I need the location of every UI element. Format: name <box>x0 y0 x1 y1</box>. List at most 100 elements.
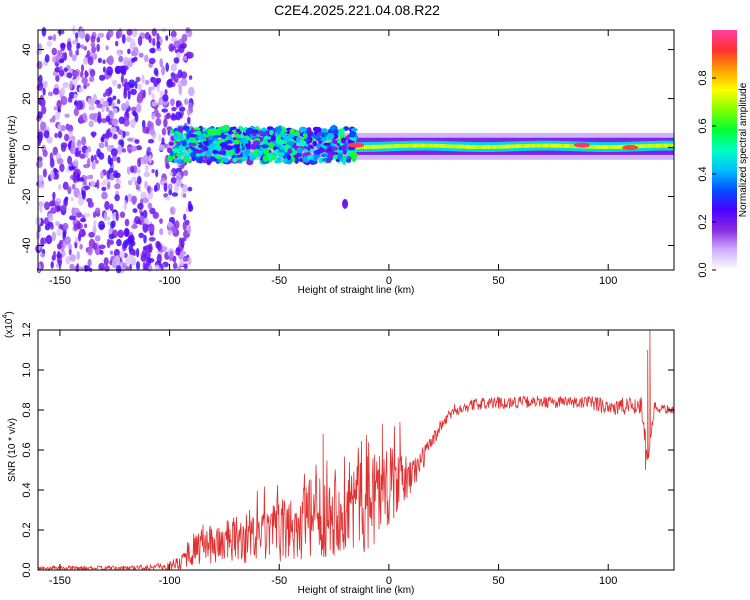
spectrogram-noise-cell <box>79 153 86 159</box>
spectrogram-noise-cell <box>147 202 153 210</box>
carrier-core-cell <box>424 143 428 148</box>
spectrogram-noise-cell <box>187 224 192 235</box>
spectrogram-noise-cell <box>151 112 156 120</box>
colorbar-tick-label: 0.4 <box>697 166 709 181</box>
spectrogram-transition-cell <box>237 154 242 158</box>
spectrogram-transition-cell <box>345 157 352 163</box>
snr-scale-label: (x104) <box>2 311 15 338</box>
x-tick-label: -100 <box>159 275 181 287</box>
spectrogram-transition-cell <box>294 130 301 138</box>
spectrogram-noise-cell <box>130 38 136 49</box>
spectrogram-noise-cell <box>182 221 187 231</box>
spectrogram-noise-cell <box>69 215 77 221</box>
spectrogram-transition-cell <box>182 150 187 158</box>
spectrogram-noise-cell <box>141 119 146 129</box>
spectrogram-noise-cell <box>51 231 57 242</box>
carrier-core-cell <box>377 144 381 149</box>
carrier-core-cell <box>540 143 544 148</box>
spectrogram-noise-cell <box>188 204 194 212</box>
spectrogram-transition-cell <box>325 159 332 163</box>
carrier-core-cell <box>561 143 565 148</box>
spectrogram-noise-cell <box>183 213 187 221</box>
carrier-core-cell <box>569 144 573 149</box>
spectrogram-noise-cell <box>74 151 80 157</box>
spectrogram-noise-cell <box>90 35 96 43</box>
spectrogram-noise-cell <box>57 130 63 139</box>
spectrogram-noise-cell <box>147 185 152 194</box>
carrier-core-cell <box>482 145 486 149</box>
spectrogram-noise-cell <box>94 235 101 242</box>
spectrogram-noise-cell <box>66 125 74 132</box>
x-tick-label: 0 <box>386 275 392 287</box>
spectrogram-noise-cell <box>56 253 63 259</box>
spectrogram-noise-cell <box>147 138 155 144</box>
spectrogram-noise-cell <box>51 47 58 56</box>
spectrogram-noise-cell <box>57 49 63 56</box>
carrier-core-cell <box>508 144 512 149</box>
carrier-core-cell <box>437 143 441 148</box>
spectrogram-noise-cell <box>57 259 63 265</box>
snr-scale-exponent: 4 <box>2 315 9 319</box>
spectrogram-noise-cell <box>56 243 62 250</box>
spectrogram-cells <box>35 25 675 274</box>
spectrogram-noise-cell <box>142 154 149 165</box>
spectrogram-transition-cell <box>333 128 339 135</box>
spectrogram-noise-cell <box>173 57 180 64</box>
snr-background <box>38 330 674 570</box>
spectrogram-noise-cell <box>137 92 144 102</box>
spectrogram-noise-cell <box>148 57 156 65</box>
carrier-core-cell <box>411 143 415 148</box>
spectrogram-noise-cell <box>103 257 109 266</box>
spectrogram-noise-cell <box>58 58 65 64</box>
spectrogram-panel: -150 -100 -50 0 50 100 -40 -20 0 20 40 Height of s… <box>7 25 675 296</box>
spectrogram-noise-cell <box>48 91 53 97</box>
spectrogram-noise-cell <box>37 174 44 183</box>
spectrogram-noise-cell <box>67 96 73 103</box>
carrier-core-cell <box>598 145 602 149</box>
carrier-core-cell <box>513 144 517 149</box>
spectrogram-noise-cell <box>110 148 118 157</box>
spectrogram-noise-cell <box>68 49 73 58</box>
x-tick-label: -150 <box>49 275 71 287</box>
spectrogram-noise-cell <box>60 42 66 49</box>
spectrogram-noise-cell <box>88 76 95 83</box>
carrier-core-cell <box>637 144 641 149</box>
spectrogram-transition-cell <box>183 156 191 163</box>
spectrogram-noise-cell <box>161 108 168 113</box>
spectrogram-transition-cell <box>289 128 295 135</box>
spectrogram-noise-cell <box>37 111 43 119</box>
spectrogram-transition-cell <box>298 158 304 162</box>
spectrogram-noise-cell <box>155 118 162 126</box>
carrier-core-cell <box>506 144 509 149</box>
spectrogram-noise-cell <box>143 234 147 244</box>
spectrogram-noise-cell <box>36 49 42 55</box>
spectrogram-noise-cell <box>46 40 53 47</box>
spectrogram-transition-cell <box>315 126 322 133</box>
spectrogram-noise-cell <box>81 76 88 85</box>
spectrogram-noise-cell <box>127 234 135 243</box>
spectrogram-noise-cell <box>60 95 68 106</box>
spectrogram-noise-cell <box>107 55 115 66</box>
carrier-core-cell <box>492 145 496 149</box>
spectrogram-noise-cell <box>93 53 98 60</box>
spectrogram-noise-cell <box>188 102 193 111</box>
carrier-core-cell <box>400 144 404 148</box>
spectrogram-noise-cell <box>181 184 188 193</box>
x-tick-label: -50 <box>271 575 287 587</box>
spectrogram-transition-cell <box>302 133 307 137</box>
spectrogram-noise-cell <box>85 148 89 159</box>
spectrogram-noise-cell <box>105 45 109 51</box>
spectrogram-transition-cell <box>279 145 285 150</box>
spectrogram-noise-cell <box>109 250 114 255</box>
spectrogram-noise-cell <box>126 36 132 43</box>
spectrogram-noise-cell <box>153 184 158 193</box>
spectrogram-transition-cell <box>348 132 356 138</box>
spectrogram-noise-cell <box>106 216 111 221</box>
spectrogram-noise-cell <box>38 74 43 85</box>
y-tick-label: 1.0 <box>21 362 33 377</box>
spectrogram-noise-cell <box>127 179 133 186</box>
spectrogram-noise-cell <box>58 184 62 190</box>
carrier-core-cell <box>600 145 604 149</box>
carrier-core-cell <box>442 144 446 148</box>
carrier-core-cell <box>524 144 528 148</box>
